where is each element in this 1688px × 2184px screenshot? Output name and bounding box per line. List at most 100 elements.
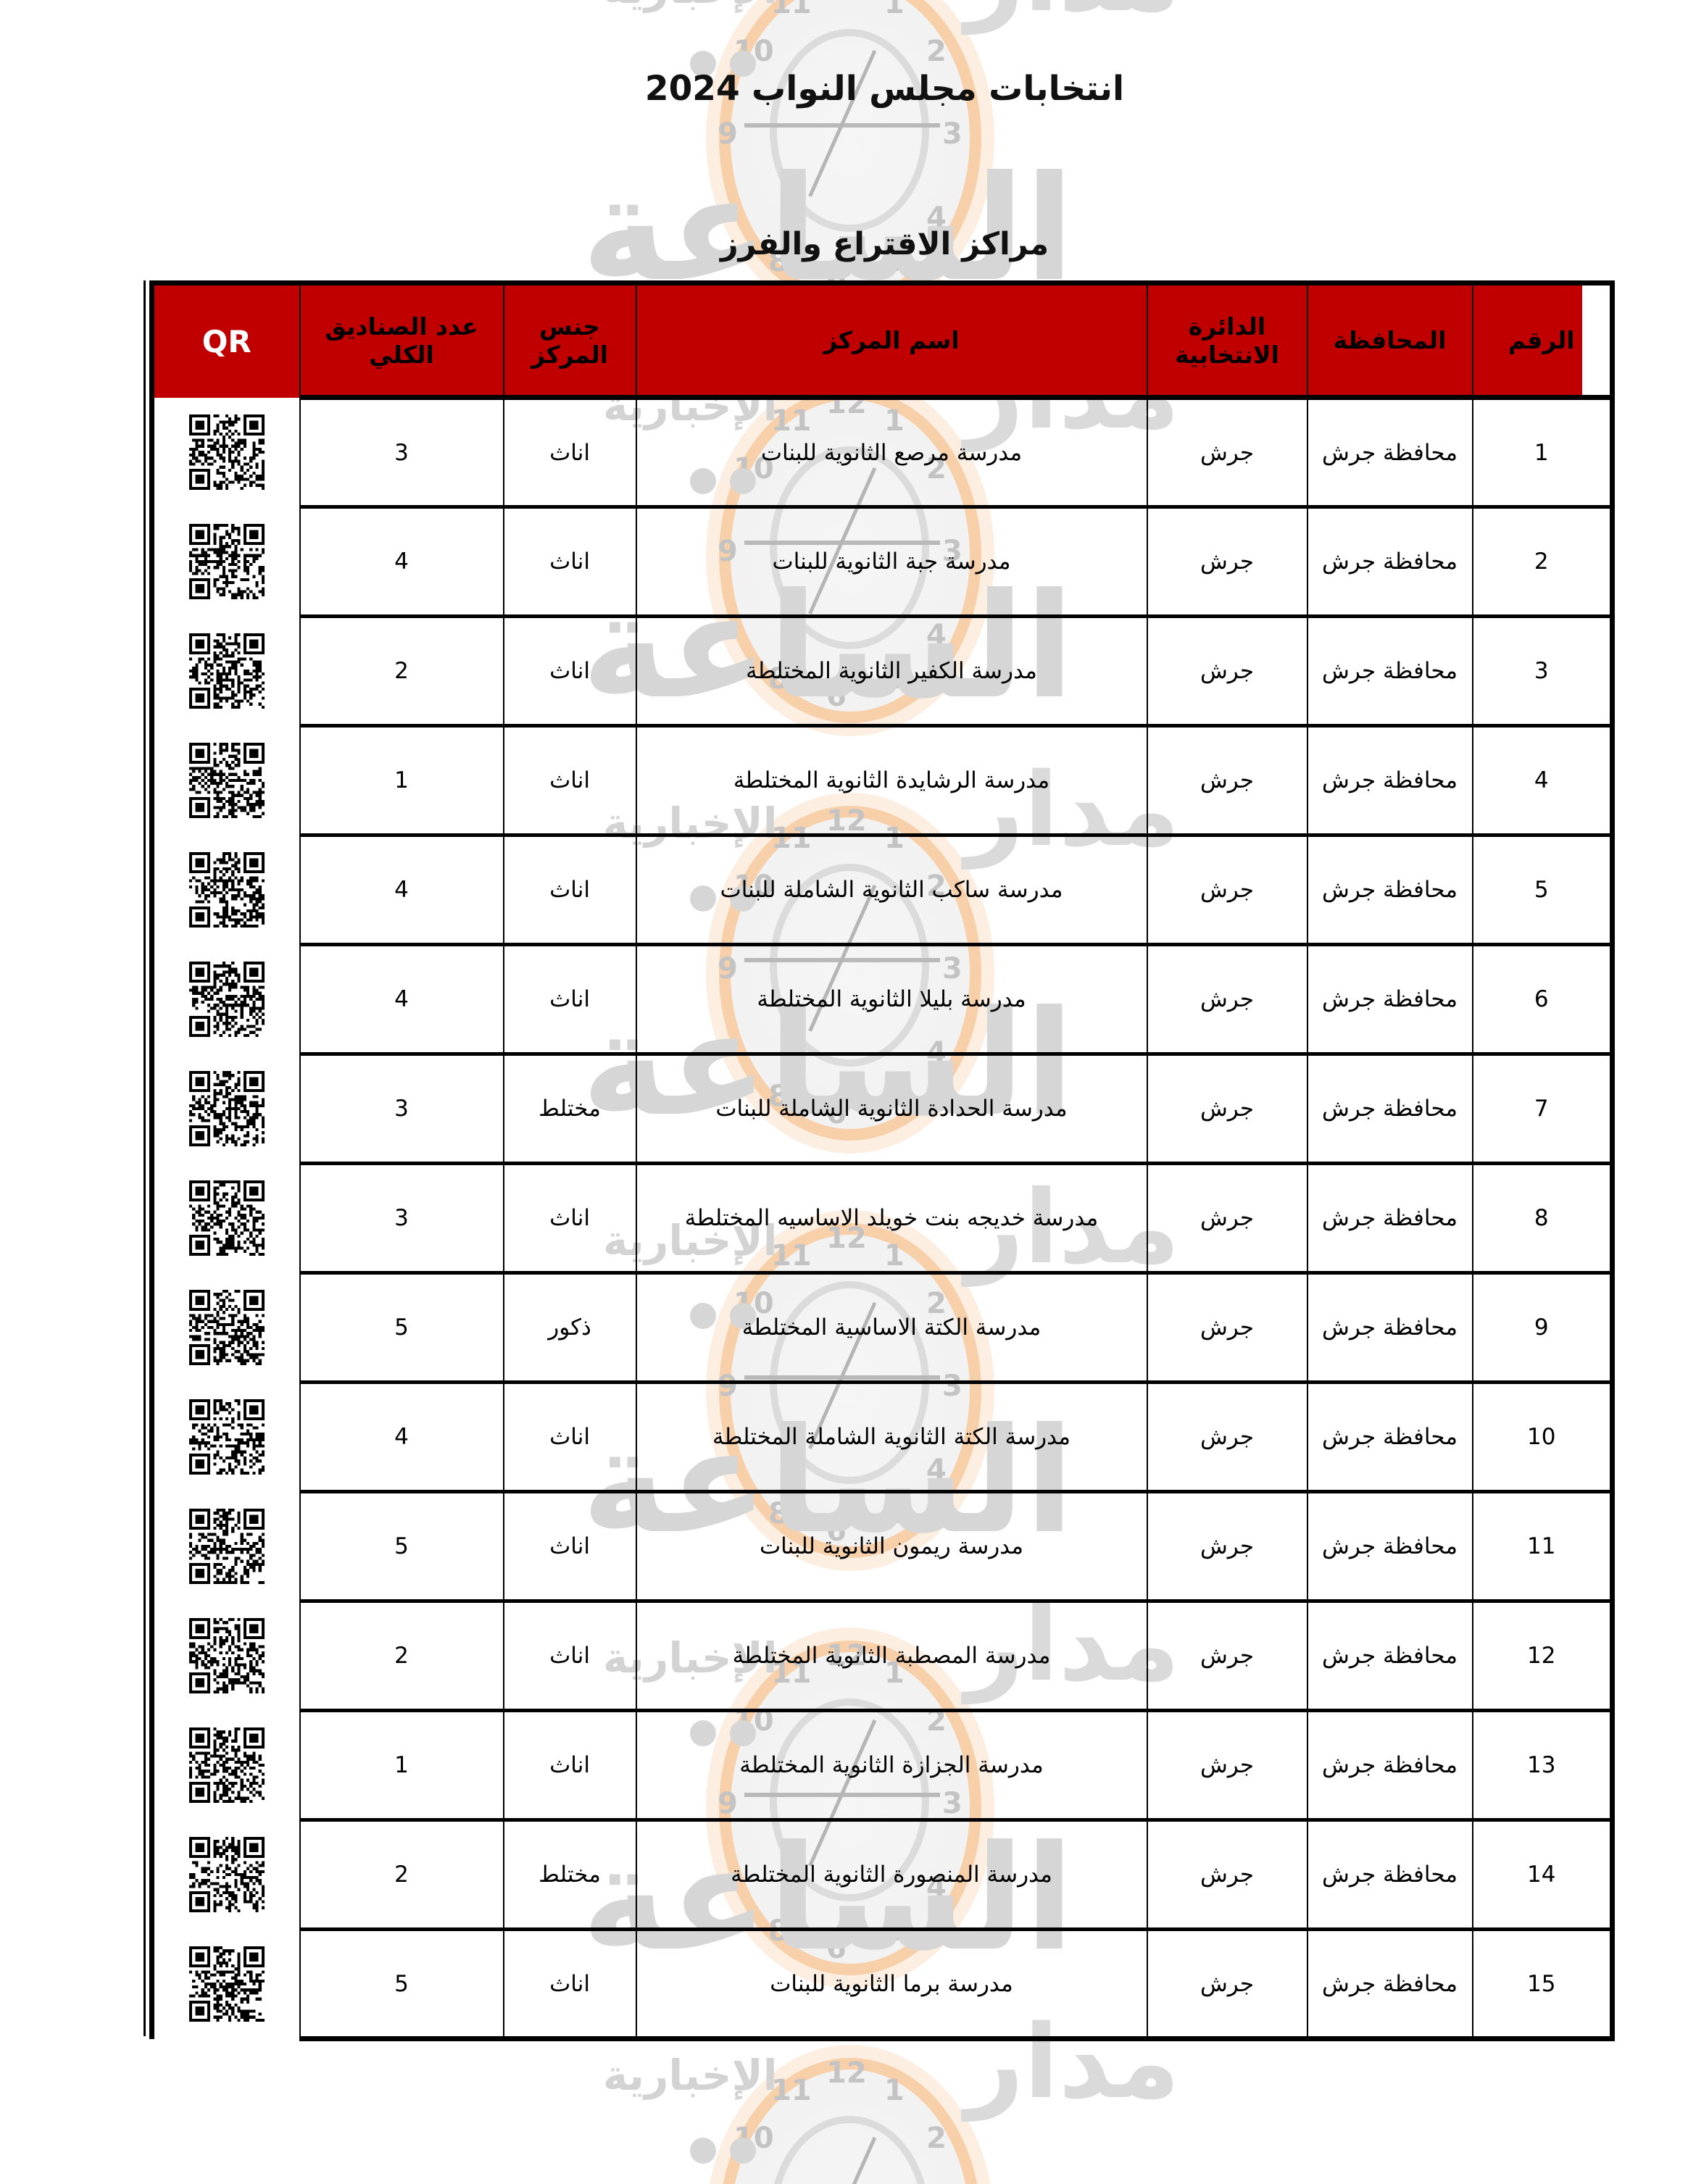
cell-gender: اناث: [502, 1710, 637, 1822]
cell-center-name: مدرسة الكتة الاساسية المختلطة: [635, 1272, 1148, 1384]
cell-governorate: محافظة جرش: [1306, 1601, 1473, 1712]
qr-code: [188, 1290, 265, 1365]
cell-gender: اناث: [502, 1929, 637, 2041]
page-subtitle: مراكز الاقتراع والفرز: [720, 226, 1049, 262]
cell-boxes: 5: [299, 1929, 504, 2041]
watermark-clock-inner-ring: [770, 29, 929, 232]
table-row: 9 محافظة جرش جرش مدرسة الكتة الاساسية المخت…: [151, 1272, 1613, 1384]
table-row: 5 محافظة جرش جرش مدرسة ساكب الثانوية الشامل…: [151, 835, 1613, 946]
cell-number: 6: [1471, 944, 1613, 1056]
table-row: 1 محافظة جرش جرش مدرسة مرصع الثانوية للبنات…: [151, 397, 1613, 509]
watermark-clock-number: 2: [926, 2122, 947, 2155]
cell-number: 9: [1471, 1272, 1613, 1384]
watermark-dot: [730, 2138, 756, 2164]
cell-boxes: 4: [299, 507, 504, 618]
cell-gender: اناث: [502, 397, 637, 509]
cell-number: 2: [1471, 507, 1613, 618]
cell-number: 14: [1471, 1820, 1613, 1931]
qr-code: [188, 852, 265, 928]
cell-governorate: محافظة جرش: [1306, 1929, 1473, 2041]
cell-center-name: مدرسة ريمون الثانوية للبنات: [635, 1491, 1148, 1603]
watermark-clock-inner-ring: [770, 2116, 929, 2184]
cell-center-name: مدرسة ساكب الثانوية الشاملة للبنات: [635, 835, 1148, 946]
cell-qr: [151, 1054, 301, 1164]
qr-code: [188, 1618, 265, 1693]
cell-district: جرش: [1146, 1272, 1308, 1384]
table-row: 14 محافظة جرش جرش مدرسة المنصورة الثانوية ا…: [151, 1820, 1613, 1931]
watermark-clock-number: 10: [733, 35, 774, 68]
cell-center-name: مدرسة الحدادة الثانوية الشاملة للبنات: [635, 1054, 1148, 1165]
watermark-clock-hand-minute: [744, 123, 940, 128]
cell-district: جرش: [1146, 397, 1308, 509]
cell-number: 13: [1471, 1710, 1613, 1822]
cell-center-name: مدرسة الجزازة الثانوية المختلطة: [635, 1710, 1148, 1822]
cell-governorate: محافظة جرش: [1306, 616, 1473, 728]
cell-qr: [151, 507, 301, 617]
cell-gender: اناث: [502, 944, 637, 1056]
cell-governorate: محافظة جرش: [1306, 944, 1473, 1056]
cell-number: 1: [1471, 397, 1613, 509]
watermark-clock-number: 9: [718, 117, 738, 151]
cell-gender: ذكور: [502, 1272, 637, 1384]
cell-qr: [151, 1820, 301, 1930]
watermark-brand-sub: الإخبارية: [603, 0, 778, 13]
cell-number: 10: [1471, 1382, 1613, 1493]
cell-governorate: محافظة جرش: [1306, 725, 1473, 837]
cell-governorate: محافظة جرش: [1306, 1710, 1473, 1822]
cell-center-name: مدرسة جبة الثانوية للبنات: [635, 507, 1148, 618]
cell-district: جرش: [1146, 1820, 1308, 1931]
cell-district: جرش: [1146, 1491, 1308, 1603]
cell-governorate: محافظة جرش: [1306, 507, 1473, 618]
cell-gender: اناث: [502, 1382, 637, 1493]
watermark-clock-number: 11: [771, 0, 812, 20]
table-row: 15 محافظة جرش جرش مدرسة برما الثانوية للبنا…: [151, 1929, 1613, 2041]
cell-governorate: محافظة جرش: [1306, 1163, 1473, 1275]
cell-governorate: محافظة جرش: [1306, 835, 1473, 946]
table-row: 12 محافظة جرش جرش مدرسة المصطبة الثانوية ال…: [151, 1601, 1613, 1712]
table-row: 10 محافظة جرش جرش مدرسة الكتة الثانوية الشا…: [151, 1382, 1613, 1493]
cell-gender: اناث: [502, 1601, 637, 1712]
table-row: 6 محافظة جرش جرش مدرسة بليلا الثانوية المخت…: [151, 944, 1613, 1056]
watermark-brand-top: مدار: [965, 0, 1180, 35]
cell-qr: [151, 944, 301, 1054]
cell-boxes: 3: [299, 1054, 504, 1165]
cell-gender: اناث: [502, 616, 637, 728]
cell-center-name: مدرسة المصطبة الثانوية المختلطة: [635, 1601, 1148, 1712]
cell-boxes: 5: [299, 1272, 504, 1384]
qr-code: [188, 1509, 265, 1584]
qr-code: [188, 1837, 265, 1912]
cell-boxes: 2: [299, 1820, 504, 1931]
cell-number: 8: [1471, 1163, 1613, 1275]
cell-district: جرش: [1146, 616, 1308, 728]
cell-district: جرش: [1146, 1382, 1308, 1493]
cell-gender: اناث: [502, 1491, 637, 1603]
cell-governorate: محافظة جرش: [1306, 1382, 1473, 1493]
header-district: الدائرة الانتخابية: [1146, 283, 1308, 400]
cell-gender: مختلط: [502, 1054, 637, 1165]
table-row: 8 محافظة جرش جرش مدرسة خديجه بنت خويلد الاس…: [151, 1163, 1613, 1275]
qr-code: [188, 962, 265, 1037]
cell-number: 7: [1471, 1054, 1613, 1165]
watermark-clock-number: 2: [926, 35, 947, 68]
cell-qr: [151, 725, 301, 835]
cell-district: جرش: [1146, 507, 1308, 618]
header-qr: QR: [151, 283, 301, 398]
watermark-clock-number: 12: [826, 0, 867, 3]
cell-number: 4: [1471, 725, 1613, 837]
qr-code: [188, 1399, 265, 1475]
cell-qr: [151, 1601, 301, 1711]
qr-code: [188, 1180, 265, 1256]
header-center-name: اسم المركز: [635, 283, 1148, 400]
cell-boxes: 1: [299, 1710, 504, 1822]
cell-boxes: 4: [299, 1382, 504, 1493]
cell-center-name: مدرسة مرصع الثانوية للبنات: [635, 397, 1148, 509]
header-governorate: المحافظة: [1306, 283, 1473, 400]
cell-gender: اناث: [502, 725, 637, 837]
cell-center-name: مدرسة المنصورة الثانوية المختلطة: [635, 1820, 1148, 1931]
cell-qr: [151, 835, 301, 945]
watermark-dot: [690, 2138, 716, 2164]
cell-gender: اناث: [502, 835, 637, 946]
cell-district: جرش: [1146, 725, 1308, 837]
cell-qr: [151, 1491, 301, 1601]
cell-number: 11: [1471, 1491, 1613, 1603]
